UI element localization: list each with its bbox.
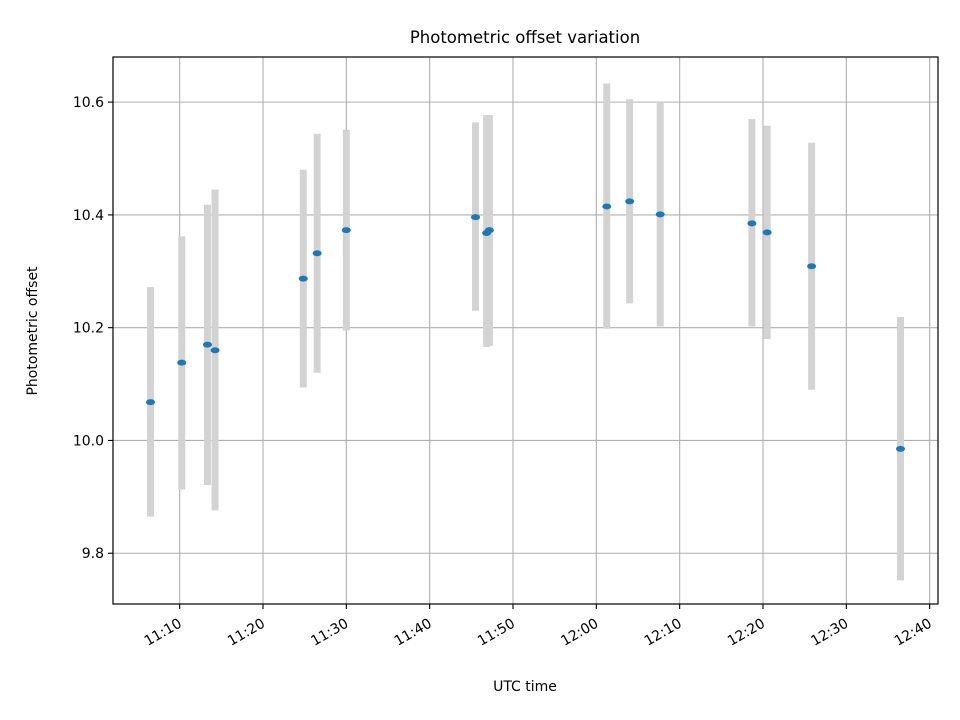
y-axis-ticks: 9.8 10.0 10.2 10.4 10.6 <box>73 95 113 562</box>
data-point <box>655 211 665 218</box>
data-point <box>602 203 612 210</box>
data-point <box>298 275 308 282</box>
plot-frame <box>112 56 939 605</box>
data-point <box>807 263 817 270</box>
data-point <box>747 220 757 227</box>
y-tick-label: 9.8 <box>82 546 104 562</box>
data-point <box>210 347 220 354</box>
data-point <box>896 445 905 452</box>
y-tick-label: 10.6 <box>73 95 104 111</box>
data-point <box>202 341 212 348</box>
data-point <box>177 359 187 366</box>
chart-title: Photometric offset variation <box>410 28 640 47</box>
grid <box>113 57 938 604</box>
x-axis-label: UTC time <box>493 679 557 695</box>
data-point <box>341 227 351 234</box>
data-point <box>471 214 480 221</box>
data-point <box>146 399 155 406</box>
y-tick-label: 10.2 <box>73 321 104 337</box>
data-points <box>146 198 905 452</box>
data-point <box>484 227 494 234</box>
y-tick-label: 10.0 <box>73 433 104 449</box>
data-point <box>312 250 322 257</box>
data-point <box>762 229 772 236</box>
plot-area <box>113 57 938 604</box>
y-tick-label: 10.4 <box>73 208 104 224</box>
y-axis-label: Photometric offset <box>25 266 41 396</box>
data-point <box>625 198 635 205</box>
